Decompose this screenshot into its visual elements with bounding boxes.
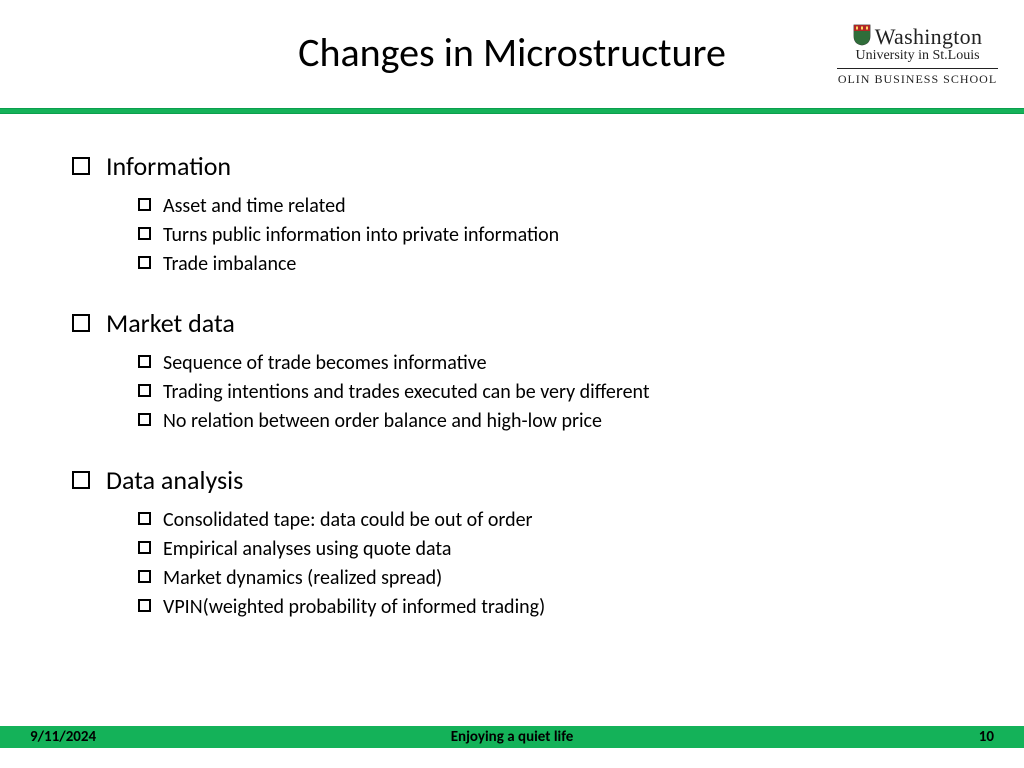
list-item-text: Market dynamics (realized spread) <box>163 564 442 593</box>
list-item: Consolidated tape: data could be out of … <box>138 506 964 535</box>
list-item: Trading intentions and trades executed c… <box>138 378 964 407</box>
list-item: No relation between order balance and hi… <box>138 407 964 436</box>
section-heading: Data analysis <box>72 464 964 496</box>
list-item-text: Consolidated tape: data could be out of … <box>163 506 533 535</box>
footer-bar: 9/11/2024 Enjoying a quiet life 10 <box>0 726 1024 748</box>
green-rule <box>0 108 1024 114</box>
list-item: Empirical analyses using quote data <box>138 535 964 564</box>
university-logo: Washington University in St.Louis OLIN B… <box>835 22 1000 87</box>
square-bullet-icon <box>138 355 151 368</box>
logo-text-2: University in St.Louis <box>835 48 1000 64</box>
section-heading-text: Information <box>106 150 231 182</box>
square-bullet-icon <box>72 157 90 175</box>
section-heading-text: Market data <box>106 307 235 339</box>
square-bullet-icon <box>138 570 151 583</box>
sub-list: Consolidated tape: data could be out of … <box>138 506 964 622</box>
content-area: Information Asset and time relatedTurns p… <box>72 150 964 650</box>
footer-center: Enjoying a quiet life <box>0 728 1024 746</box>
shield-icon <box>853 24 871 46</box>
square-bullet-icon <box>138 413 151 426</box>
section: Market data Sequence of trade becomes inf… <box>72 307 964 436</box>
slide: Changes in Microstructure Washington Uni… <box>0 0 1024 768</box>
list-item: Turns public information into private in… <box>138 221 964 250</box>
list-item-text: No relation between order balance and hi… <box>163 407 602 436</box>
list-item: Asset and time related <box>138 192 964 221</box>
list-item-text: VPIN(weighted probability of informed tr… <box>163 593 545 622</box>
footer-page: 10 <box>979 728 994 746</box>
square-bullet-icon <box>138 198 151 211</box>
section: Information Asset and time relatedTurns p… <box>72 150 964 279</box>
list-item: VPIN(weighted probability of informed tr… <box>138 593 964 622</box>
list-item-text: Turns public information into private in… <box>163 221 559 250</box>
list-item-text: Asset and time related <box>163 192 346 221</box>
list-item-text: Trade imbalance <box>163 250 296 279</box>
square-bullet-icon <box>138 512 151 525</box>
list-item-text: Sequence of trade becomes informative <box>163 349 487 378</box>
section: Data analysis Consolidated tape: data cou… <box>72 464 964 622</box>
logo-text-1: Washington <box>875 24 983 50</box>
square-bullet-icon <box>138 599 151 612</box>
section-heading-text: Data analysis <box>106 464 243 496</box>
list-item-text: Trading intentions and trades executed c… <box>163 378 650 407</box>
list-item-text: Empirical analyses using quote data <box>163 535 451 564</box>
square-bullet-icon <box>138 384 151 397</box>
logo-text-3: OLIN BUSINESS SCHOOL <box>835 72 1000 87</box>
square-bullet-icon <box>138 256 151 269</box>
square-bullet-icon <box>138 541 151 554</box>
sub-list: Sequence of trade becomes informativeTra… <box>138 349 964 436</box>
list-item: Trade imbalance <box>138 250 964 279</box>
list-item: Market dynamics (realized spread) <box>138 564 964 593</box>
logo-line1: Washington <box>835 22 1000 50</box>
square-bullet-icon <box>72 471 90 489</box>
list-item: Sequence of trade becomes informative <box>138 349 964 378</box>
section-heading: Market data <box>72 307 964 339</box>
footer-date: 9/11/2024 <box>30 728 96 746</box>
sub-list: Asset and time relatedTurns public infor… <box>138 192 964 279</box>
square-bullet-icon <box>138 227 151 240</box>
square-bullet-icon <box>72 314 90 332</box>
section-heading: Information <box>72 150 964 182</box>
logo-divider <box>837 68 998 69</box>
